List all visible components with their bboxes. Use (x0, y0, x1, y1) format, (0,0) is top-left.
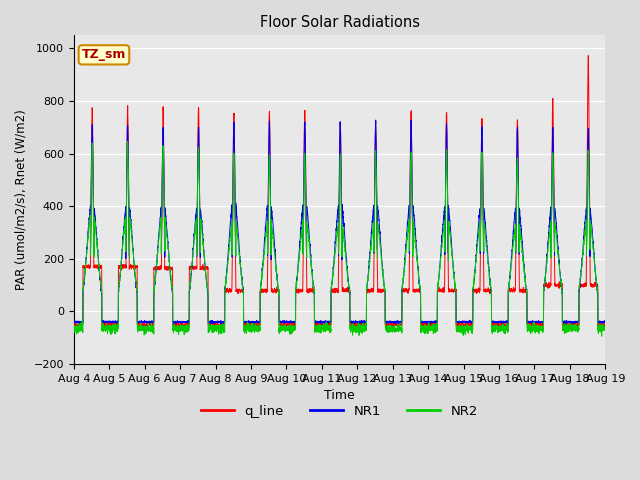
Title: Floor Solar Radiations: Floor Solar Radiations (259, 15, 419, 30)
Text: TZ_sm: TZ_sm (82, 48, 126, 61)
Legend: q_line, NR1, NR2: q_line, NR1, NR2 (195, 400, 484, 423)
X-axis label: Time: Time (324, 389, 355, 402)
Y-axis label: PAR (umol/m2/s), Rnet (W/m2): PAR (umol/m2/s), Rnet (W/m2) (15, 109, 28, 290)
